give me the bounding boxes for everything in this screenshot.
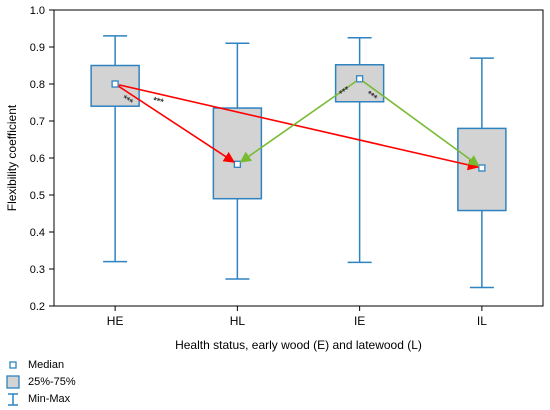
comparison-arrows: *** ****** *** xyxy=(118,80,480,171)
comparison-arrow xyxy=(362,80,480,167)
median-marker xyxy=(111,80,119,88)
y-axis-label: Flexibility coefficient xyxy=(5,104,19,211)
legend-box-symbol xyxy=(6,375,20,389)
comparison-ie-il: *** xyxy=(362,80,480,167)
comparison-arrow xyxy=(118,84,480,171)
x-tick-label: HL xyxy=(230,314,246,328)
comparison-arrow xyxy=(118,85,235,163)
y-tick-label: 0.8 xyxy=(30,79,45,91)
y-axis: 0.2 0.3 0.4 0.5 0.6 0.7 0.8 0.9 1.0 xyxy=(30,5,54,313)
box-ie xyxy=(334,37,385,264)
y-tick-label: 1.0 xyxy=(30,5,45,17)
legend-whisker-symbol xyxy=(8,393,18,406)
y-tick-label: 0.3 xyxy=(30,264,45,276)
legend-median-square-symbol xyxy=(9,361,17,369)
x-tick-label: IE xyxy=(354,314,365,328)
median-marker xyxy=(233,160,242,168)
legend-label: Min-Max xyxy=(28,393,71,405)
x-tick-label: IL xyxy=(477,314,487,328)
x-axis: HE HL IE IL xyxy=(107,306,487,328)
median-marker xyxy=(355,75,364,83)
y-tick-label: 0.2 xyxy=(30,301,45,313)
iqr-box xyxy=(334,64,385,103)
legend-label: Median xyxy=(28,359,65,371)
comparison-he-il: *** xyxy=(118,84,480,171)
box-il xyxy=(457,57,507,289)
comparison-arrow xyxy=(239,80,357,163)
box-hl xyxy=(212,42,263,280)
legend-label: 25%-75% xyxy=(28,376,76,388)
y-tick-label: 0.5 xyxy=(30,190,45,202)
significance-label: *** xyxy=(152,95,165,107)
y-tick-label: 0.4 xyxy=(30,227,45,239)
y-tick-label: 0.9 xyxy=(30,42,45,54)
x-tick-label: HE xyxy=(107,314,124,328)
box-series xyxy=(90,35,507,289)
x-axis-label: Health status, early wood (E) and latewo… xyxy=(175,338,422,352)
y-tick-label: 0.7 xyxy=(30,116,45,128)
box-he xyxy=(90,35,140,263)
y-tick-label: 0.6 xyxy=(30,153,45,165)
median-marker xyxy=(478,164,486,172)
